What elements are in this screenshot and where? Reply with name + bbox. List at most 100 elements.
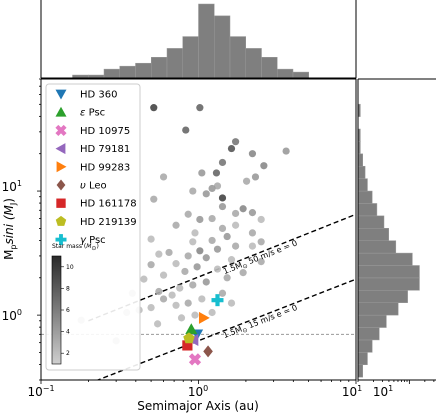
top-hist-bar-10 <box>198 3 215 79</box>
legend: HD 360 ε Psc HD 10975 HD 79181 HD 99283 υ Leo… <box>45 83 141 371</box>
top-histogram-bars <box>72 3 309 79</box>
legend-label-8: γ Psc <box>80 235 106 246</box>
bg-point-8 <box>198 169 206 177</box>
bg-point-60 <box>155 287 163 296</box>
bg-point-52 <box>181 267 189 276</box>
bg-point-21 <box>239 205 247 213</box>
bg-point-32 <box>172 221 180 229</box>
y-axis-title: Mpsini (MJ) <box>2 198 18 260</box>
bg-point-16 <box>189 187 197 195</box>
right-hist-tick-label: 101 <box>373 384 393 399</box>
bg-point-4 <box>227 144 236 153</box>
right-hist-bar-3 <box>357 327 380 341</box>
star-marker-2-stroke-b <box>188 353 202 366</box>
bg-point-15 <box>208 184 216 193</box>
legend-marker-7 <box>55 215 67 226</box>
bg-point-59 <box>176 284 184 292</box>
top-hist-bar-14 <box>261 57 278 79</box>
bg-point-49 <box>147 261 155 269</box>
right-hist-bar-16 <box>357 165 366 179</box>
legend-marker-8-bar-v <box>59 234 63 246</box>
bg-point-64 <box>159 295 168 303</box>
x-tick-label-1: 100 <box>188 384 208 399</box>
colorbar-ticks: 2 4 6 8 10 <box>61 264 74 357</box>
right-hist-bar-7 <box>357 277 420 291</box>
legend-label-0: HD 360 <box>80 90 118 101</box>
bg-point-50 <box>193 263 201 271</box>
legend-marker-1 <box>55 106 67 117</box>
colorbar-tick-label-2: 2 <box>66 350 70 357</box>
legend-label-7: HD 219139 <box>80 217 137 228</box>
bg-point-9 <box>212 169 221 177</box>
x-tick-label-10: 101 <box>342 384 362 399</box>
bg-point-30 <box>248 229 257 237</box>
legend-marker-0 <box>55 89 67 100</box>
bg-point-38 <box>231 242 240 250</box>
bg-point-53 <box>239 269 247 277</box>
bg-point-29 <box>218 224 227 233</box>
star-marker-4 <box>198 311 210 324</box>
bg-point-51 <box>213 265 222 273</box>
top-hist-bar-11 <box>214 15 231 79</box>
bg-point-2 <box>182 126 190 134</box>
right-hist-bar-12 <box>357 215 385 229</box>
colorbar-tick-label-10: 10 <box>66 264 74 271</box>
bg-point-3 <box>231 138 240 146</box>
bg-point-6 <box>282 147 290 155</box>
bg-point-31 <box>191 229 199 237</box>
bg-point-14 <box>213 182 222 190</box>
bg-point-18 <box>218 194 227 202</box>
top-hist-bar-4 <box>103 68 120 79</box>
right-hist-bar-14 <box>357 190 373 204</box>
bg-point-47 <box>257 258 265 266</box>
legend-label-4: HD 99283 <box>80 162 130 173</box>
background-points <box>77 104 290 345</box>
bg-point-25 <box>184 210 192 218</box>
legend-box <box>45 83 141 371</box>
bg-point-44 <box>184 252 192 260</box>
legend-marker-3 <box>55 143 66 155</box>
star-marker-2 <box>188 353 202 366</box>
top-hist-bar-16 <box>292 71 309 79</box>
bg-point-34 <box>147 235 155 243</box>
top-hist-bar-8 <box>166 48 183 79</box>
bg-point-76 <box>227 299 236 307</box>
y-tick-label-1: 100 <box>2 308 22 323</box>
bg-point-19 <box>150 195 158 203</box>
bg-point-75 <box>154 320 162 328</box>
bg-point-48 <box>172 260 180 268</box>
colorbar-tick-label-8: 8 <box>66 285 70 292</box>
top-histogram <box>40 0 357 79</box>
bg-point-40 <box>213 245 222 253</box>
bg-point-17 <box>202 190 210 198</box>
bg-point-55 <box>223 274 231 282</box>
right-hist-ticks <box>357 380 435 384</box>
colorbar-title: Star mass (M⊙) <box>52 243 99 252</box>
bg-point-37 <box>257 238 265 246</box>
top-hist-bar-7 <box>151 57 168 79</box>
bg-point-13 <box>242 177 251 185</box>
legend-items: HD 360 ε Psc HD 10975 HD 79181 HD 99283 υ Leo… <box>55 89 137 246</box>
bg-point-35 <box>208 236 216 245</box>
legend-marker-5 <box>56 179 66 191</box>
legend-label-2: HD 10975 <box>80 126 130 137</box>
right-hist-bar-2 <box>357 339 373 353</box>
bg-point-33 <box>223 232 231 241</box>
star-marker-6 <box>182 340 193 351</box>
legend-marker-4 <box>56 161 67 173</box>
main-axis-ticks <box>37 78 357 384</box>
star-marker-5 <box>203 345 213 358</box>
bg-point-23 <box>248 209 257 217</box>
bg-point-42 <box>165 248 173 257</box>
bg-point-63 <box>168 291 176 299</box>
bg-point-10 <box>159 173 168 181</box>
bg-point-41 <box>196 247 204 255</box>
legend-marker-2 <box>55 124 67 136</box>
right-hist-bar-10 <box>357 240 397 254</box>
bg-point-72 <box>208 308 216 317</box>
bg-point-12 <box>251 173 260 181</box>
bg-point-71 <box>177 314 186 322</box>
bg-point-54 <box>159 271 168 279</box>
bg-point-36 <box>189 238 197 246</box>
